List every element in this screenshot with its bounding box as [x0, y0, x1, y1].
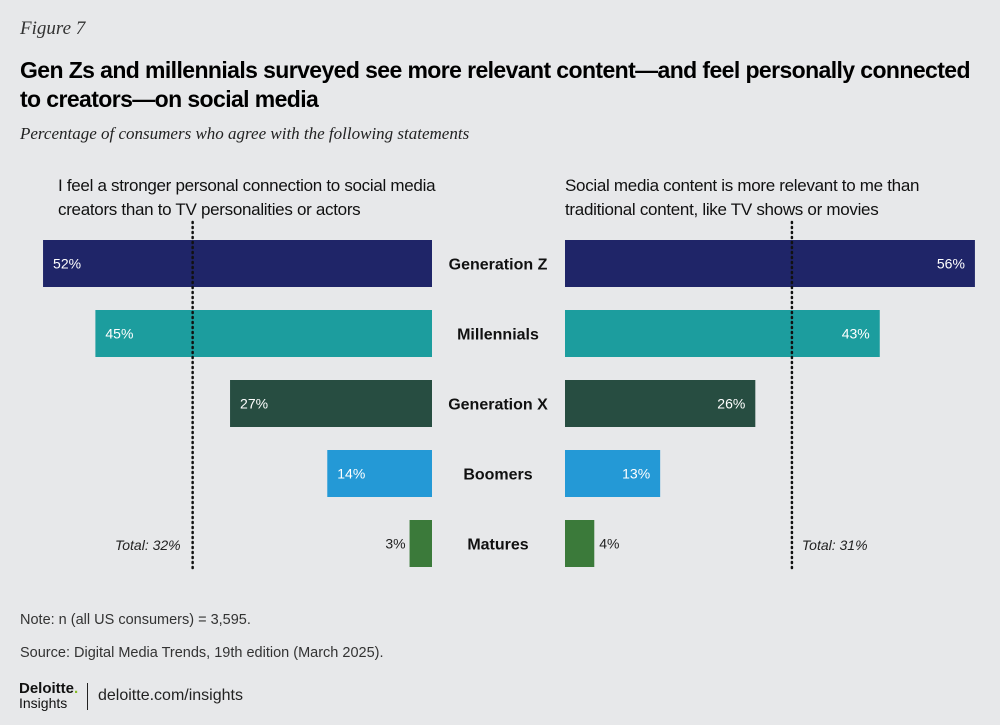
divider [87, 683, 88, 710]
category-label: Boomers [463, 467, 532, 484]
bar-left-label: 3% [385, 536, 405, 552]
url-link[interactable]: deloitte.com/insights [98, 687, 243, 704]
note: Note: n (all US consumers) = 3,595. [20, 612, 251, 628]
bar-left [230, 380, 432, 427]
bar-right [565, 520, 595, 567]
right-panel-title: Social media content is more relevant to… [565, 176, 920, 219]
bar-left-label: 45% [105, 326, 133, 342]
bar-right [565, 380, 756, 427]
total-label-right: Total: 31% [802, 537, 868, 553]
bar-left [95, 310, 433, 357]
figure-label: Figure 7 [20, 18, 86, 39]
bar-left [327, 450, 432, 497]
bar-right-label: 26% [717, 396, 745, 412]
bar-right [565, 240, 975, 287]
source: Source: Digital Media Trends, 19th editi… [20, 645, 384, 661]
bar-left-label: 27% [240, 396, 268, 412]
deloitte-logo: Deloitte. Insights [19, 680, 79, 711]
bar-right [565, 450, 661, 497]
bar-left-label: 52% [53, 256, 81, 272]
bar-right-label: 4% [599, 536, 619, 552]
bar-left [43, 240, 432, 287]
category-label: Millennials [457, 327, 539, 344]
category-label: Generation Z [449, 257, 548, 274]
category-label: Generation X [448, 397, 548, 414]
category-label: Matures [467, 537, 528, 554]
chart-title: Gen Zs and millennials surveyed see more… [20, 57, 971, 112]
chart-subtitle: Percentage of consumers who agree with t… [20, 124, 470, 143]
bar-right [565, 310, 880, 357]
bar-left-label: 14% [337, 466, 365, 482]
total-label-left: Total: 32% [115, 537, 181, 553]
bar-right-label: 43% [842, 326, 870, 342]
left-panel-title: I feel a stronger personal connection to… [58, 176, 436, 219]
bar-right-label: 13% [622, 466, 650, 482]
chart-svg: Generation Z 52% 56% Millennials 45% 43% Gener… [43, 220, 975, 572]
bar-right-label: 56% [937, 256, 965, 272]
bar-left [409, 520, 432, 567]
